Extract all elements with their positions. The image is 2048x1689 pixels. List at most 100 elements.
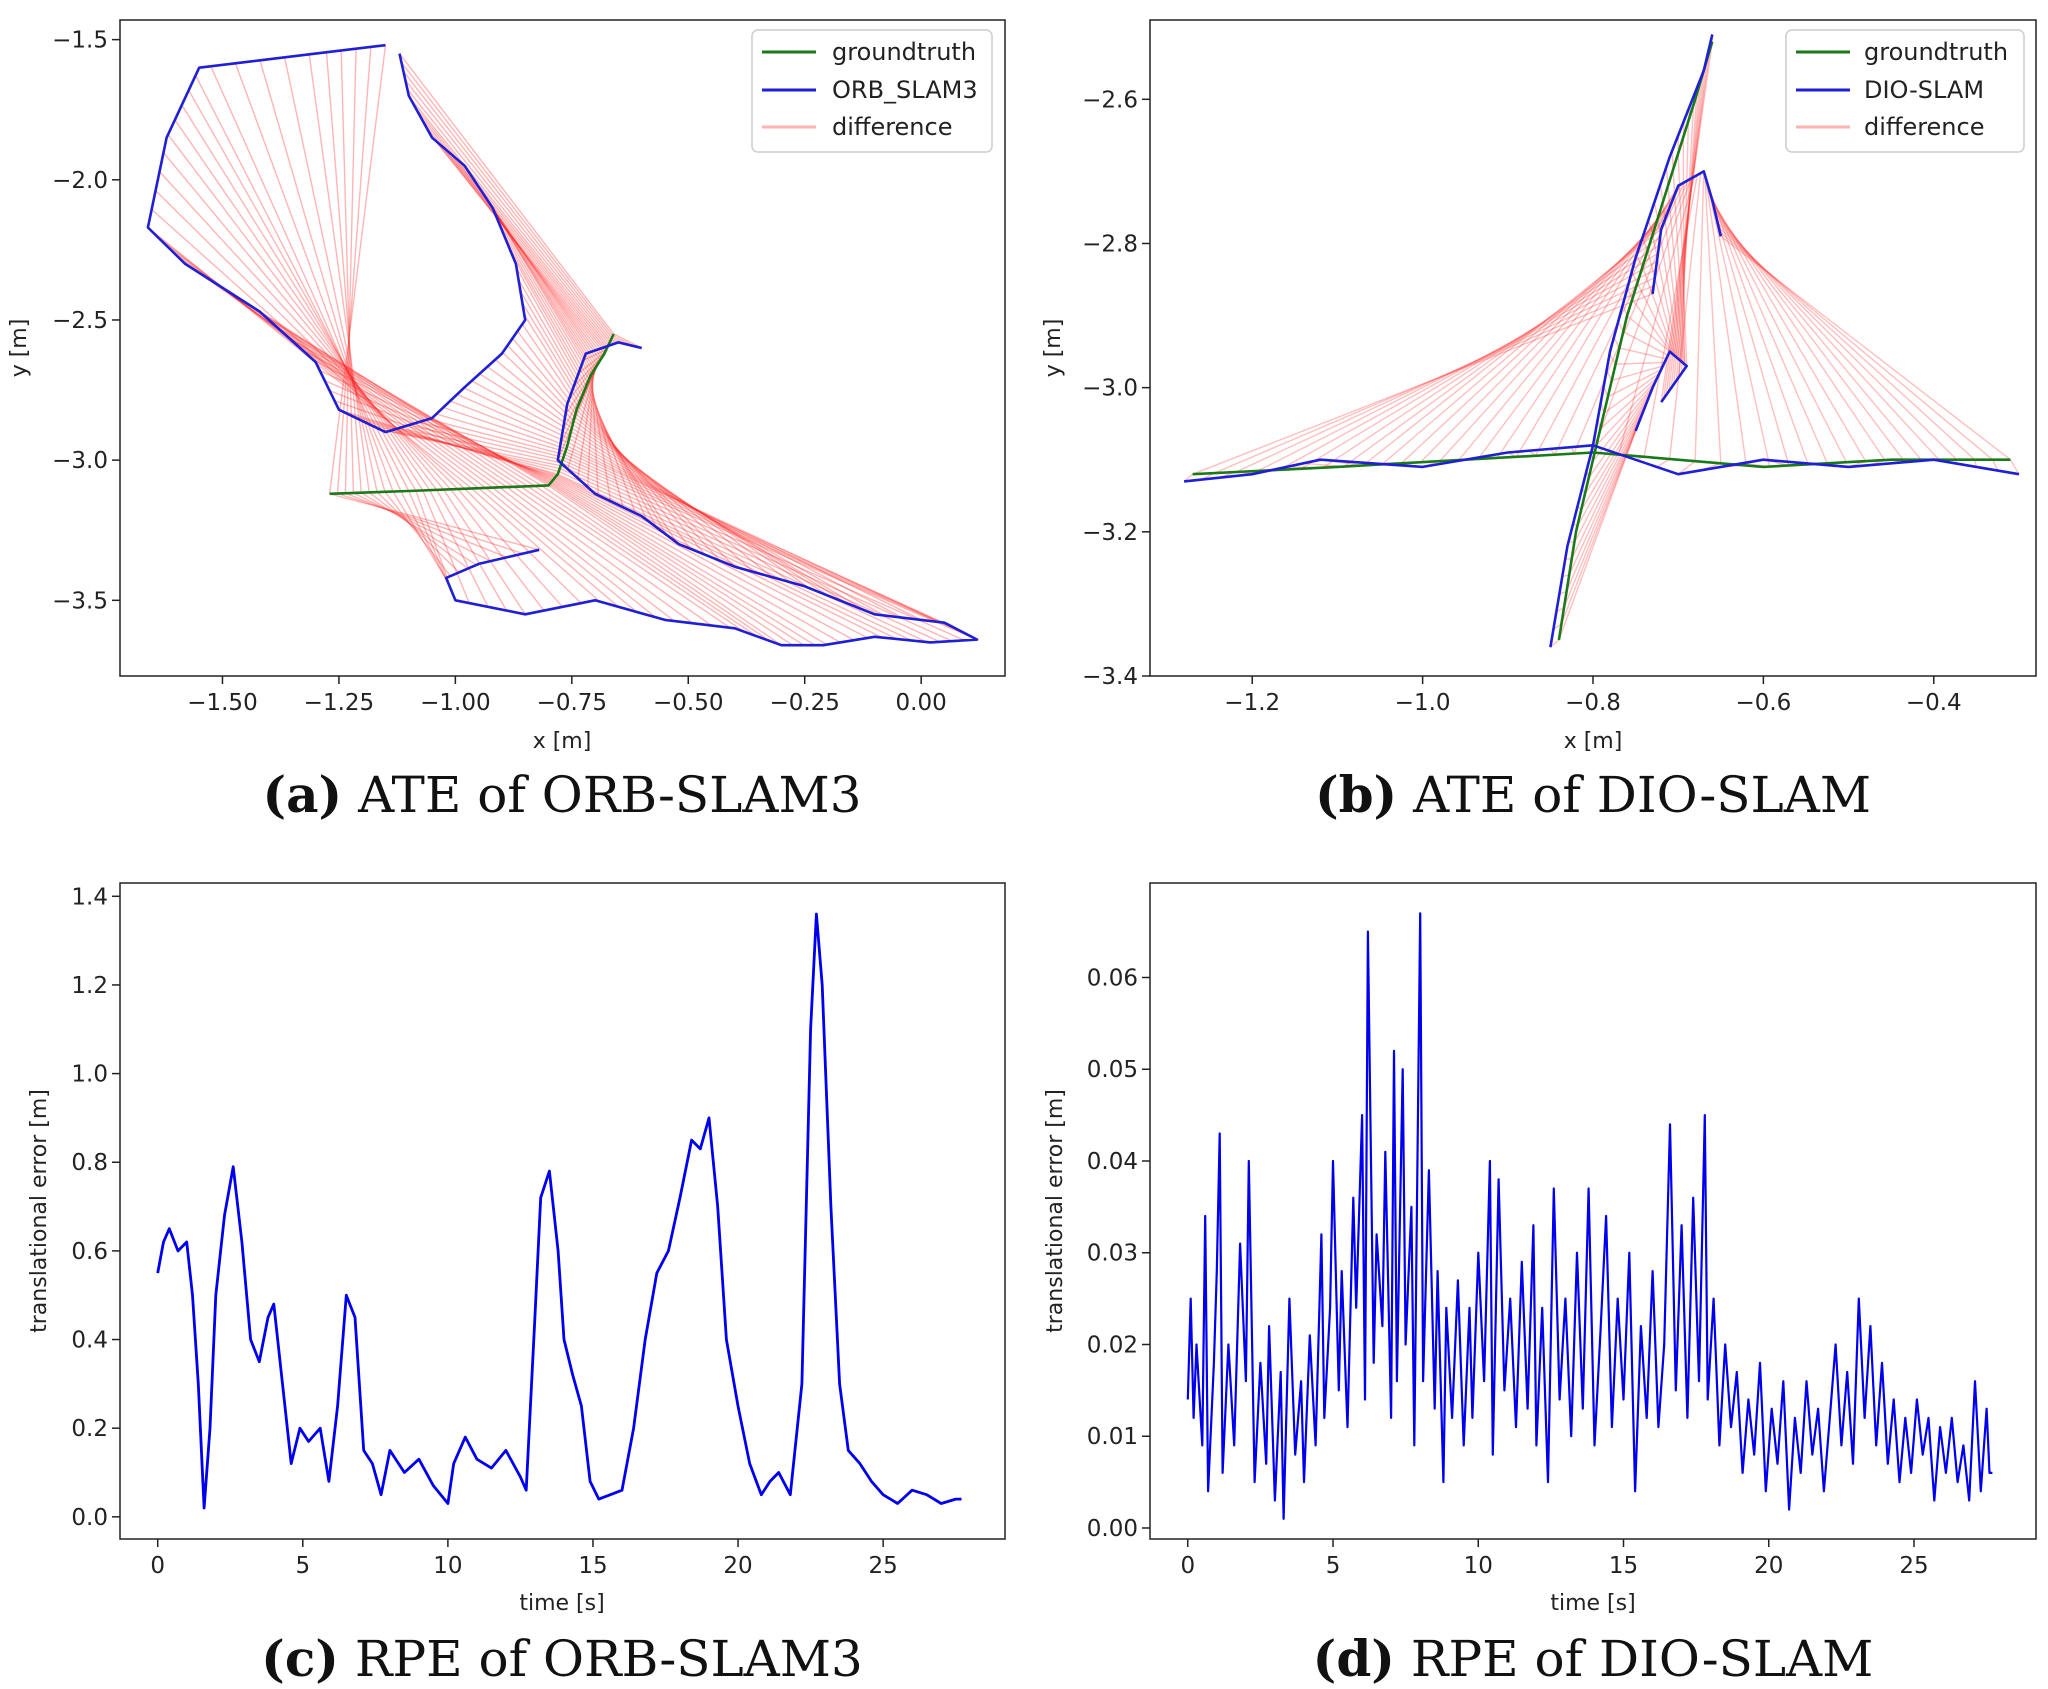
difference-segment	[1631, 298, 1672, 354]
panel-a-difference-lines	[147, 45, 978, 646]
difference-segment	[436, 413, 566, 453]
y-tick-label: −2.8	[1082, 231, 1138, 257]
difference-segment	[442, 146, 604, 357]
difference-segment	[1636, 282, 1674, 355]
difference-segment	[340, 50, 355, 493]
caption-d-label: (d)	[1313, 1629, 1395, 1688]
difference-segment	[424, 124, 607, 351]
difference-segment	[1599, 376, 1659, 430]
y-tick-label: 1.0	[71, 1062, 108, 1088]
panel-c-ylabel: translational error [m]	[27, 1089, 52, 1333]
difference-segment	[589, 375, 612, 502]
difference-segment	[436, 489, 508, 611]
panel-c: 0 5 10 15 20 25 0.0 0.2 0.4 0.6 0.8 1.0 1.2 1.4 time …	[27, 882, 1006, 1688]
difference-segment	[1706, 182, 1771, 467]
difference-segment	[567, 366, 597, 470]
difference-segment	[1400, 217, 1666, 464]
difference-segment	[480, 190, 596, 370]
series-line-dio-slam	[1651, 170, 1723, 295]
difference-segment	[1300, 252, 1659, 470]
y-tick-label: 0.04	[1087, 1149, 1138, 1175]
caption-c-label: (c)	[261, 1629, 339, 1688]
x-tick-label: −0.4	[1906, 690, 1962, 716]
difference-segment	[392, 491, 448, 582]
x-tick-label: −1.50	[187, 690, 257, 716]
x-tick-label: 20	[1754, 1553, 1783, 1579]
difference-segment	[499, 486, 675, 622]
difference-segment	[1515, 185, 1679, 458]
y-tick-label: 0.8	[71, 1150, 108, 1176]
difference-segment	[289, 338, 550, 485]
difference-segment	[492, 487, 657, 618]
difference-segment	[369, 423, 559, 473]
panel-d-xlabel: time [s]	[1550, 1591, 1635, 1616]
difference-segment	[584, 389, 658, 528]
difference-segment	[194, 75, 410, 492]
panel-c-ticks: 0 5 10 15 20 25 0.0 0.2 0.4 0.6 0.8 1.0 1.2 1.4	[71, 884, 897, 1579]
legend-estimate-label: ORB_SLAM3	[832, 76, 978, 104]
difference-segment	[571, 427, 829, 597]
difference-segment	[502, 351, 575, 422]
x-tick-label: −0.50	[653, 690, 723, 716]
difference-segment	[1715, 217, 1940, 461]
caption-c-text: RPE of ORB-SLAM3	[355, 1630, 863, 1688]
panel-a-xlabel: x [m]	[533, 729, 592, 754]
y-tick-label: −3.5	[52, 588, 108, 614]
y-tick-label: 0.01	[1087, 1424, 1138, 1450]
difference-segment	[557, 364, 599, 461]
difference-segment	[511, 255, 587, 387]
difference-segment	[162, 152, 445, 491]
difference-segment	[580, 399, 691, 550]
y-tick-label: 0.02	[1087, 1332, 1138, 1358]
difference-segment	[448, 152, 603, 359]
difference-segment	[527, 485, 745, 633]
difference-segment	[188, 89, 417, 492]
x-tick-label: −0.6	[1735, 690, 1791, 716]
difference-segment	[485, 487, 638, 613]
difference-segment	[1712, 204, 1886, 461]
difference-segment	[573, 420, 792, 583]
difference-segment	[409, 97, 610, 345]
difference-segment	[1675, 93, 1698, 381]
panel-b-xlabel: x [m]	[1564, 729, 1623, 754]
difference-segment	[1672, 169, 1686, 365]
difference-segment	[585, 385, 648, 521]
x-tick-label: −1.25	[304, 690, 374, 716]
difference-segment	[497, 219, 592, 377]
difference-segment	[565, 451, 952, 627]
panel-d: 0 5 10 15 20 25 0.00 0.01 0.02 0.03 0.04 0.05 0.06 t…	[1043, 882, 2037, 1688]
y-tick-label: −3.0	[52, 448, 108, 474]
difference-segment	[406, 88, 611, 343]
x-tick-label: 15	[578, 1553, 607, 1579]
difference-segment	[471, 487, 601, 603]
difference-segment	[577, 351, 606, 375]
panel-a-ylabel: y [m]	[7, 319, 32, 378]
difference-segment	[1662, 201, 1683, 362]
x-tick-label: 0.00	[896, 690, 947, 716]
difference-segment	[435, 140, 605, 355]
difference-segment	[464, 488, 582, 604]
difference-segment	[478, 487, 619, 608]
difference-segment	[570, 430, 847, 604]
difference-segment	[560, 465, 953, 642]
difference-segment	[541, 485, 770, 642]
caption-a-text: ATE of ORB-SLAM3	[357, 766, 861, 824]
difference-segment	[523, 314, 580, 404]
difference-segment	[1573, 180, 1689, 454]
difference-segment	[506, 243, 589, 384]
series-line-translational-error	[1186, 912, 1993, 1520]
series-line-dio-slam	[1549, 34, 1714, 648]
y-tick-label: 0.03	[1087, 1241, 1138, 1267]
difference-segment	[1279, 260, 1658, 471]
difference-segment	[1588, 387, 1654, 479]
difference-segment	[582, 392, 668, 536]
difference-segment	[1565, 417, 1642, 592]
difference-segment	[329, 389, 555, 480]
difference-segment	[1717, 222, 1958, 461]
x-tick-label: −1.0	[1395, 690, 1451, 716]
difference-segment	[576, 409, 736, 568]
difference-segment	[1991, 459, 1999, 471]
series-line-groundtruth	[329, 333, 615, 496]
legend-groundtruth-label: groundtruth	[832, 38, 976, 66]
difference-segment	[336, 46, 372, 494]
